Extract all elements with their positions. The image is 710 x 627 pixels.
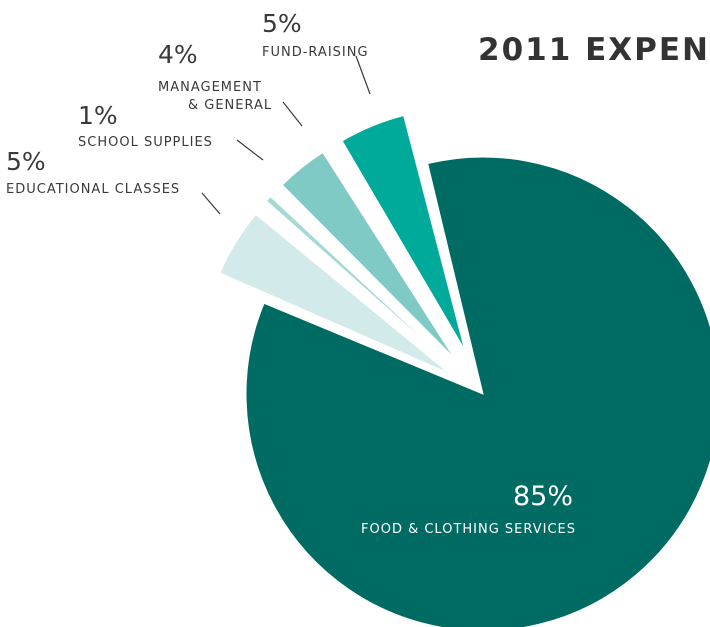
slice-label-management-general-line-1: MANAGEMENT — [158, 80, 262, 95]
slice-percent-management-general: 4% — [158, 40, 198, 69]
pie-slice-food-clothing-services — [245, 156, 710, 627]
slice-label-educational-classes: EDUCATIONAL CLASSES — [6, 182, 180, 197]
leader-line-school-supplies — [236, 139, 264, 161]
slice-percent-school-supplies: 1% — [78, 101, 118, 130]
leader-line-management-general — [282, 101, 303, 127]
leader-line-fund-raising — [355, 55, 371, 95]
slice-percent-educational-classes: 5% — [6, 147, 46, 176]
chart-title: 2011 EXPEN — [478, 32, 710, 68]
slice-label-food-clothing-services: FOOD & CLOTHING SERVICES — [361, 522, 576, 537]
slice-label-school-supplies: SCHOOL SUPPLIES — [78, 135, 213, 150]
slice-label-fund-raising: FUND-RAISING — [262, 45, 369, 60]
slice-label-management-general-line-2: & GENERAL — [188, 98, 272, 113]
pie-slice-management-general — [281, 151, 455, 359]
pie-slice-fund-raising — [341, 114, 466, 350]
pie-labels: 85% FOOD & CLOTHING SERVICES 5% EDUCATIONAL… — [6, 9, 576, 537]
pie-slice-school-supplies — [265, 195, 451, 365]
pie-slices — [219, 114, 710, 627]
pie-slice-educational-classes — [219, 213, 450, 374]
slice-percent-food-clothing-services: 85% — [513, 481, 573, 512]
leader-line-educational-classes — [201, 192, 221, 215]
slice-percent-fund-raising: 5% — [262, 9, 302, 38]
